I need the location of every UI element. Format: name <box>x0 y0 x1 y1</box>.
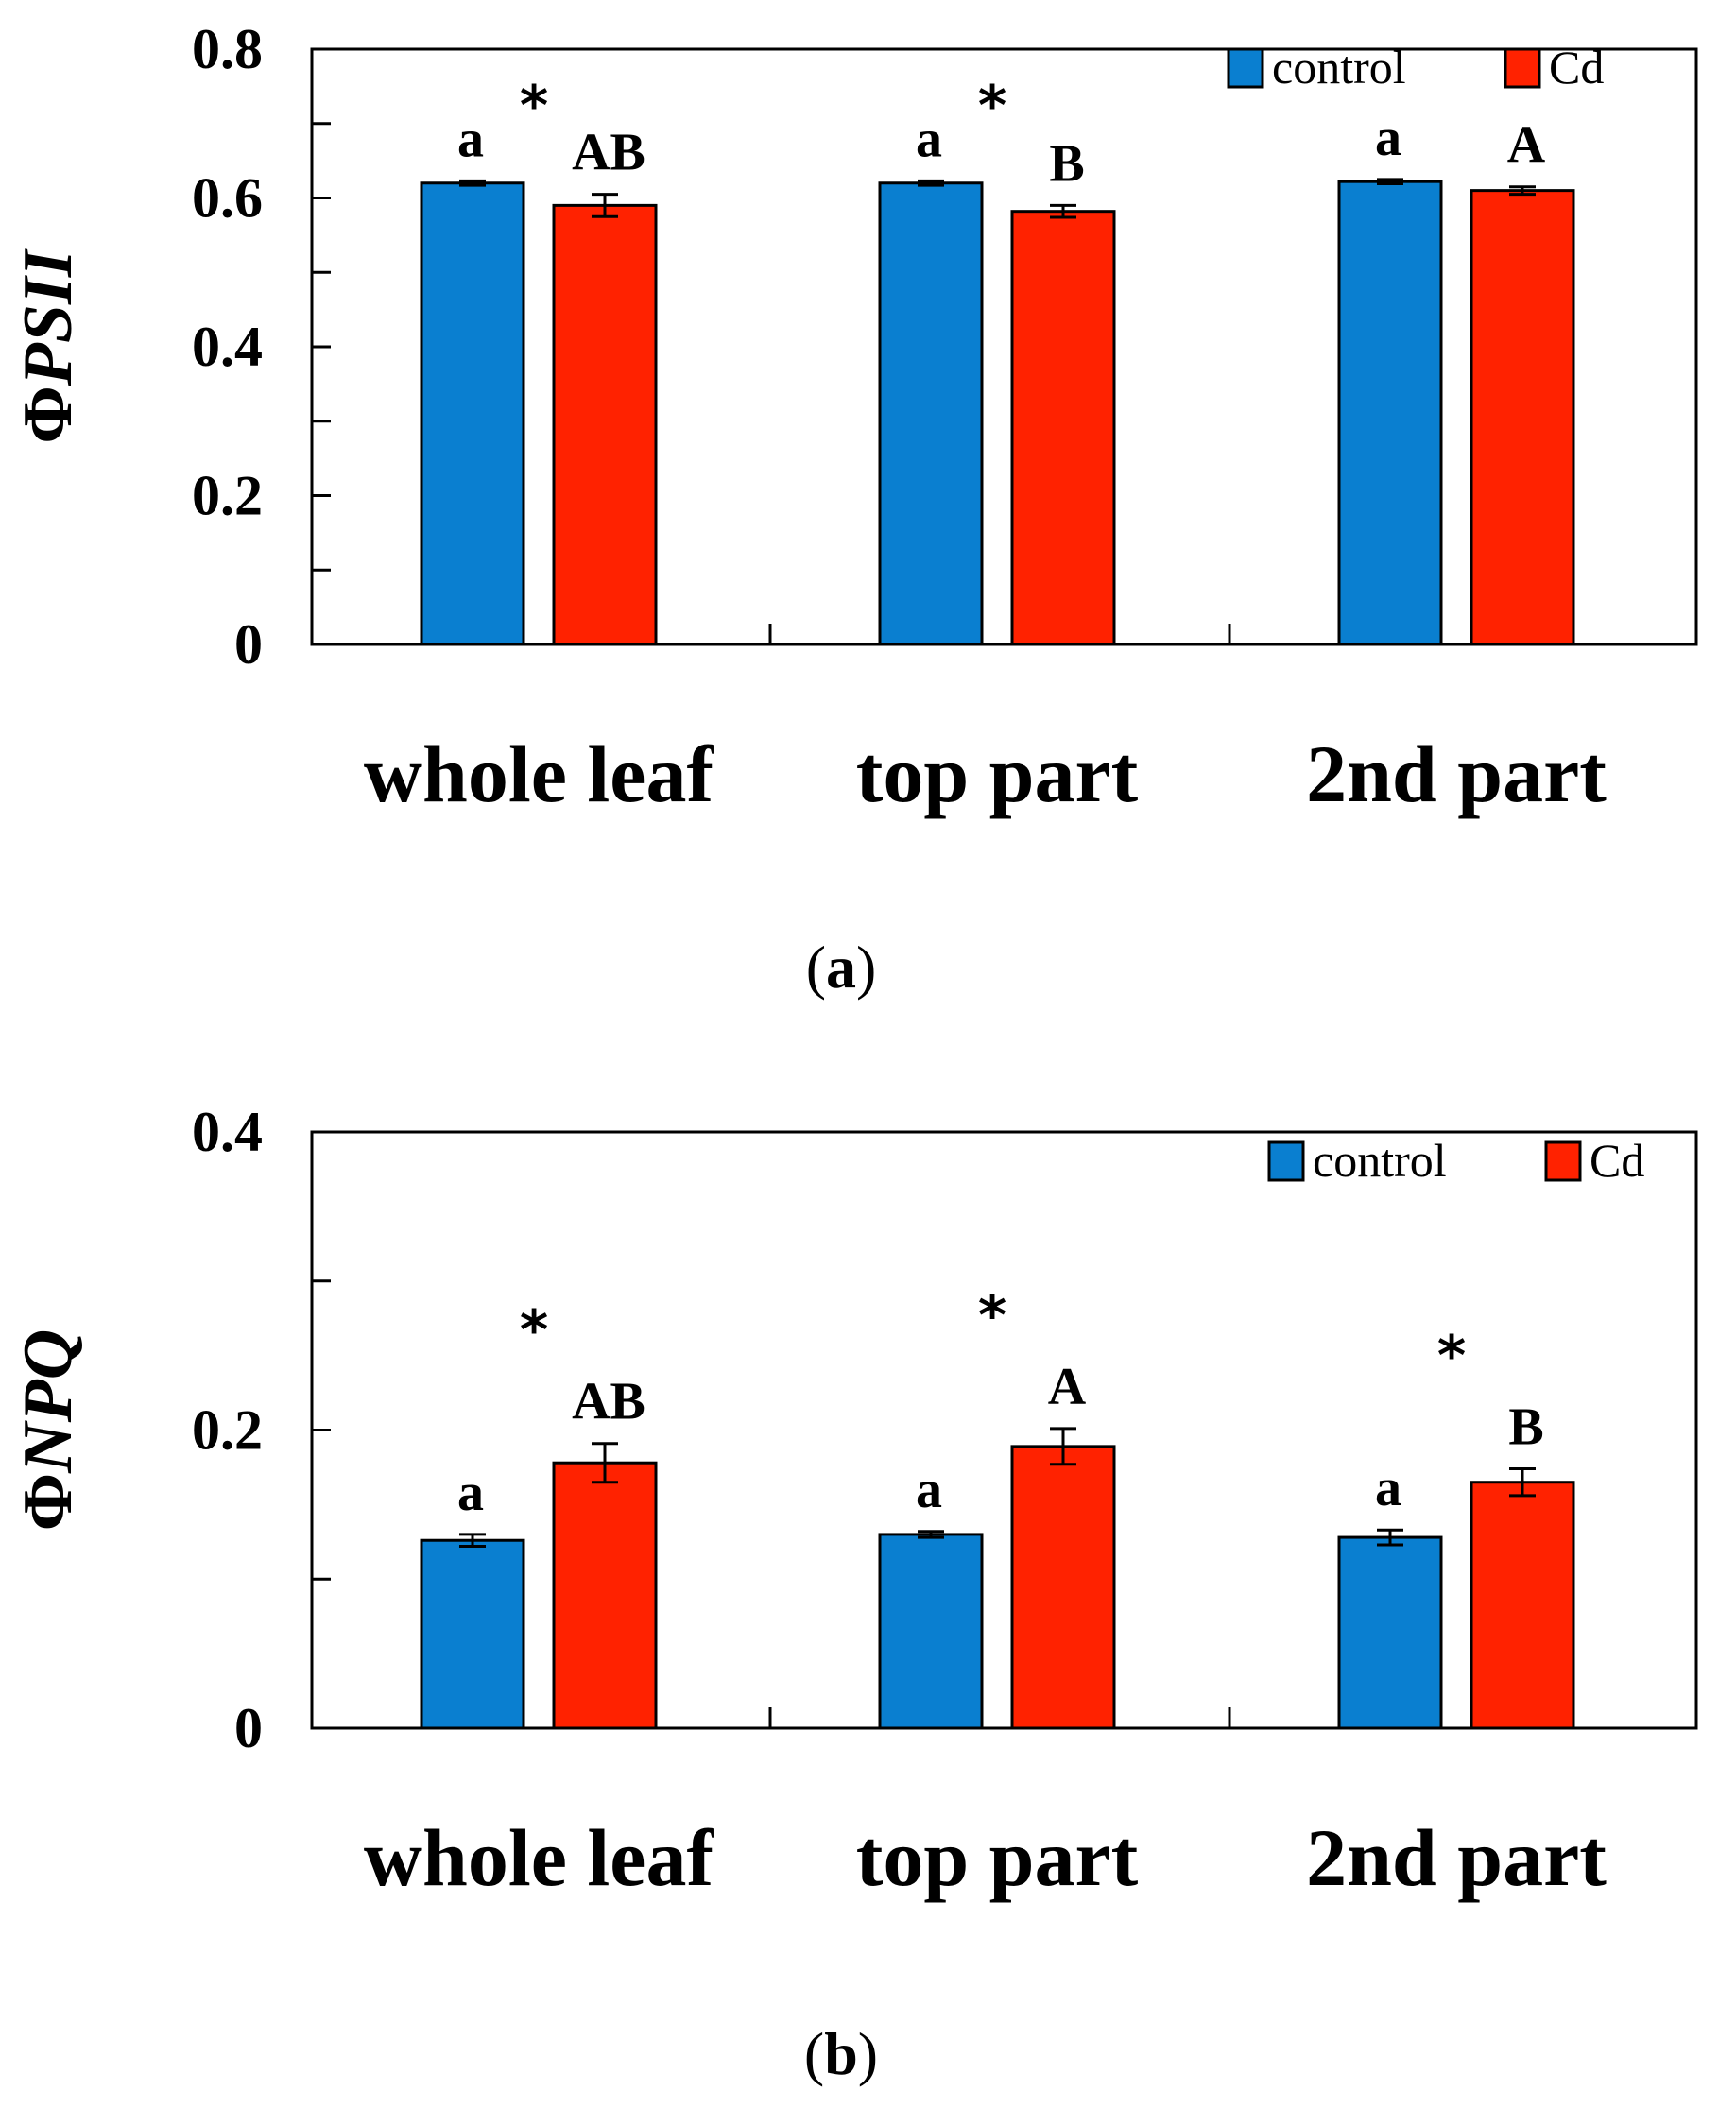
chart-panel-b: 0 0.2 0.4 ΦNPQ a AB * whole leaf a A * top part a B * 2… <box>9 1101 1698 1903</box>
significance-asterisk: * <box>1437 1324 1466 1388</box>
significance-letter: B <box>1508 1398 1543 1457</box>
significance-asterisk: * <box>978 73 1006 137</box>
y-tick-label: 0.6 <box>192 167 263 230</box>
significance-asterisk: * <box>978 1283 1006 1347</box>
bar-cd <box>552 1461 658 1730</box>
y-axis-label-subscript: NPQ <box>9 1329 87 1474</box>
bar-control <box>1337 1535 1443 1730</box>
legend-label-cd: Cd <box>1549 41 1604 94</box>
significance-letter: B <box>1049 134 1084 193</box>
panel-letter-b: b <box>824 2020 858 2087</box>
category-label: 2nd part <box>1306 728 1607 819</box>
bar-control <box>420 1538 525 1730</box>
chart-panel-a: 0 0.2 0.4 0.6 0.8 ΦPSII a AB * whole leaf a B * top p… <box>9 18 1698 819</box>
legend-label-control: control <box>1272 41 1406 94</box>
significance-letter: a <box>916 110 942 168</box>
y-tick-label: 0.4 <box>192 316 263 378</box>
y-tick-label: 0 <box>234 1697 263 1759</box>
significance-asterisk: * <box>520 1298 548 1362</box>
significance-letter: a <box>1375 1459 1401 1517</box>
panel-letter-a: a <box>826 934 856 1001</box>
significance-letter: a <box>916 1461 942 1519</box>
category-label: 2nd part <box>1306 1812 1607 1903</box>
bar-cd <box>1010 1445 1116 1730</box>
significance-letter: AB <box>572 124 645 182</box>
y-axis-label-symbol: Φ <box>9 386 87 443</box>
bar-cd <box>552 203 658 646</box>
category-label: whole leaf <box>364 1812 715 1903</box>
panel-label-b: (b) <box>804 2020 878 2087</box>
significance-asterisk: * <box>520 73 548 137</box>
y-axis-label-subscript: PSII <box>9 248 87 386</box>
y-axis-label: ΦPSII <box>9 248 87 444</box>
bar-control <box>420 181 525 646</box>
significance-letter: a <box>457 110 484 168</box>
legend: control Cd <box>1227 41 1604 94</box>
y-axis-label-symbol: Φ <box>9 1473 87 1531</box>
bar-control <box>1337 180 1443 646</box>
y-tick-label: 0.4 <box>192 1101 263 1163</box>
significance-letter: A <box>1048 1358 1087 1416</box>
significance-letter: AB <box>572 1373 645 1431</box>
category-label: top part <box>856 1812 1139 1903</box>
y-axis-label: ΦNPQ <box>9 1329 87 1531</box>
panel-label-a: (a) <box>806 934 877 1001</box>
y-tick-label: 0.2 <box>192 1399 263 1462</box>
y-tick-label: 0 <box>234 613 263 676</box>
bar-cd <box>1470 1481 1575 1730</box>
bar-control <box>878 181 984 646</box>
bar-cd <box>1470 189 1575 646</box>
significance-letter: A <box>1507 116 1546 175</box>
legend-swatch-cd <box>1544 1140 1582 1182</box>
legend-label-cd: Cd <box>1590 1134 1644 1187</box>
category-label: top part <box>856 728 1139 819</box>
significance-letter: a <box>1375 109 1401 167</box>
legend-label-control: control <box>1313 1134 1447 1187</box>
y-tick-label: 0.2 <box>192 465 263 527</box>
legend-swatch-cd <box>1504 47 1541 89</box>
y-tick-label: 0.8 <box>192 18 263 80</box>
significance-letter: a <box>457 1464 484 1522</box>
legend-swatch-control <box>1227 47 1264 89</box>
legend: control Cd <box>1267 1134 1644 1187</box>
bar-cd <box>1010 210 1116 646</box>
legend-swatch-control <box>1267 1140 1305 1182</box>
category-label: whole leaf <box>364 728 715 819</box>
bar-control <box>878 1533 984 1730</box>
